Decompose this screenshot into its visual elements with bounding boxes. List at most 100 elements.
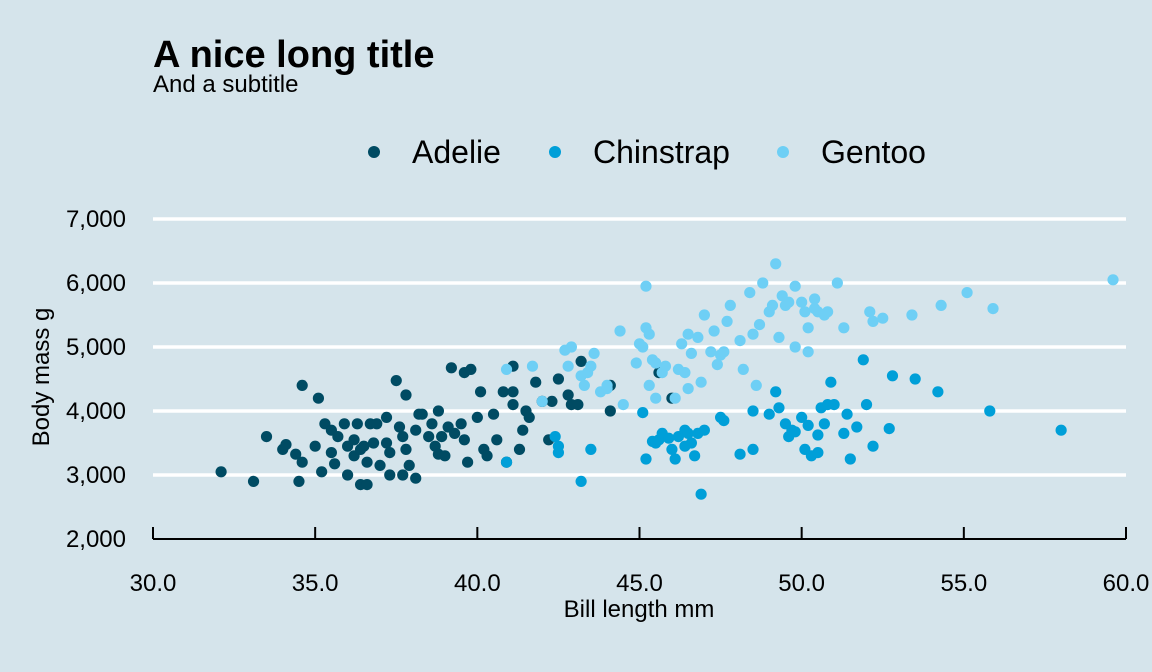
data-point bbox=[449, 427, 461, 439]
data-point bbox=[802, 346, 814, 358]
data-point bbox=[384, 469, 396, 481]
data-point bbox=[348, 434, 360, 446]
data-point bbox=[361, 479, 373, 491]
data-point bbox=[397, 431, 409, 443]
data-point bbox=[838, 322, 850, 334]
data-point bbox=[215, 466, 227, 478]
data-point bbox=[802, 322, 814, 334]
data-point bbox=[692, 331, 704, 343]
data-point bbox=[523, 411, 535, 423]
data-point bbox=[783, 296, 795, 308]
data-point bbox=[984, 405, 996, 417]
data-point bbox=[643, 379, 655, 391]
data-point bbox=[445, 362, 457, 374]
data-point bbox=[860, 399, 873, 411]
data-point bbox=[640, 280, 652, 292]
data-point bbox=[338, 418, 350, 430]
data-point bbox=[371, 418, 383, 430]
data-point bbox=[312, 392, 325, 404]
data-point bbox=[650, 357, 662, 369]
data-point bbox=[423, 431, 435, 443]
data-point bbox=[737, 363, 749, 375]
data-point bbox=[685, 347, 697, 359]
data-point bbox=[659, 360, 672, 372]
data-point bbox=[575, 475, 587, 487]
data-point bbox=[471, 411, 483, 423]
data-point bbox=[640, 453, 652, 465]
data-point bbox=[630, 357, 642, 369]
data-point bbox=[682, 328, 694, 340]
data-point bbox=[682, 383, 694, 395]
data-point bbox=[500, 456, 513, 468]
data-point bbox=[763, 408, 775, 420]
data-point bbox=[436, 431, 448, 443]
data-point bbox=[361, 456, 373, 468]
data-point bbox=[844, 453, 856, 465]
data-point bbox=[575, 355, 587, 367]
data-point bbox=[536, 395, 548, 407]
data-point bbox=[497, 386, 509, 398]
data-point bbox=[650, 392, 662, 404]
x-tick-label: 50.0 bbox=[778, 570, 825, 597]
chart-subtitle: And a subtitle bbox=[153, 71, 298, 98]
data-point bbox=[588, 347, 600, 359]
data-point bbox=[789, 280, 801, 292]
data-point bbox=[393, 421, 406, 433]
data-point bbox=[770, 258, 782, 270]
data-point bbox=[572, 399, 584, 411]
data-point bbox=[718, 346, 730, 358]
data-point bbox=[809, 293, 821, 305]
data-point bbox=[637, 407, 649, 419]
data-point bbox=[410, 424, 422, 436]
data-point bbox=[867, 315, 879, 327]
x-tick-label: 35.0 bbox=[292, 570, 339, 597]
axes: 2,000 3,000 4,000 5,000 6,000 7,000 30.0 35.0 40… bbox=[66, 206, 1149, 597]
data-point bbox=[426, 418, 438, 430]
data-point bbox=[500, 363, 513, 375]
data-point bbox=[679, 440, 691, 452]
data-point bbox=[734, 335, 746, 347]
data-point bbox=[549, 431, 561, 443]
y-tick-label: 5,000 bbox=[66, 334, 126, 361]
data-point bbox=[663, 432, 675, 444]
data-point bbox=[397, 469, 409, 481]
data-point bbox=[669, 453, 681, 465]
data-point bbox=[604, 405, 616, 417]
data-point bbox=[585, 443, 597, 455]
data-point bbox=[721, 315, 733, 327]
data-point bbox=[766, 299, 779, 311]
data-point bbox=[724, 299, 736, 311]
data-point bbox=[329, 458, 341, 470]
y-tick-label: 4,000 bbox=[66, 398, 126, 425]
data-point bbox=[374, 459, 386, 471]
data-point bbox=[886, 370, 899, 382]
legend-label: Gentoo bbox=[821, 134, 926, 170]
data-point bbox=[773, 331, 785, 343]
legend-swatch bbox=[368, 146, 380, 158]
data-point bbox=[465, 363, 477, 375]
data-point bbox=[432, 405, 445, 417]
data-point bbox=[841, 408, 853, 420]
data-point bbox=[851, 421, 863, 433]
data-point bbox=[796, 296, 808, 308]
data-point bbox=[773, 402, 785, 414]
data-point bbox=[799, 306, 811, 318]
data-point bbox=[747, 405, 759, 417]
data-point bbox=[877, 312, 889, 324]
data-point bbox=[458, 434, 470, 446]
data-point bbox=[1055, 424, 1067, 436]
data-point bbox=[507, 386, 519, 398]
data-point bbox=[416, 408, 428, 420]
data-point bbox=[818, 418, 830, 430]
data-point bbox=[617, 399, 629, 411]
data-point bbox=[565, 341, 577, 353]
data-point bbox=[676, 338, 688, 350]
data-point bbox=[296, 379, 308, 391]
legend: Adelie Chinstrap Gentoo bbox=[368, 134, 926, 170]
data-points bbox=[215, 258, 1119, 500]
data-point bbox=[789, 426, 801, 438]
legend-label: Adelie bbox=[412, 134, 501, 170]
data-point bbox=[825, 376, 837, 388]
data-point bbox=[354, 443, 367, 455]
data-point bbox=[857, 354, 869, 366]
